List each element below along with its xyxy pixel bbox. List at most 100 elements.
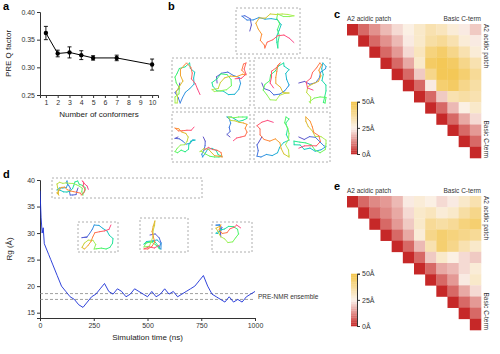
conformer-segment — [256, 23, 258, 29]
heatmap-cell — [436, 252, 447, 263]
conformer-segment — [268, 120, 274, 122]
colorbar-step — [351, 114, 357, 116]
y-axis-tick: 40 — [27, 177, 40, 184]
heatmap-cell — [459, 230, 470, 241]
conformer-segment — [270, 14, 276, 16]
conformer-segment — [322, 63, 323, 69]
conformer-segment — [270, 91, 274, 95]
conformer-segment — [178, 150, 181, 153]
conformer-segment — [266, 14, 271, 18]
conformer-segment — [228, 72, 233, 75]
conformer-segment — [95, 232, 100, 233]
heatmap-cell — [425, 58, 436, 69]
conformer-segment — [222, 72, 228, 73]
conformer-segment — [304, 137, 309, 140]
conformer-segment — [220, 229, 225, 230]
conformer-segment — [186, 133, 188, 137]
conformer-segment — [276, 83, 281, 87]
conformer-segment — [177, 97, 178, 103]
heatmap-cell — [369, 35, 380, 46]
heatmap-cell — [448, 241, 459, 252]
y-axis-line — [37, 181, 41, 319]
conformer-segment — [310, 121, 312, 127]
y-axis-tick-label: 0.25 — [21, 92, 35, 99]
conformer-segment — [257, 126, 260, 129]
conformer-segment — [258, 29, 261, 34]
conformer-segment — [316, 63, 319, 68]
heatmap-cell — [470, 252, 481, 263]
conformer-segment — [322, 69, 323, 75]
heatmap-cell — [369, 46, 380, 57]
heatmap-cell — [459, 102, 470, 113]
conformer-segment — [272, 68, 277, 72]
inset-conformers — [52, 178, 252, 252]
conformer-segment — [264, 139, 270, 141]
panel-label: a — [3, 0, 10, 12]
heatmap-cell — [403, 46, 414, 57]
conformer — [216, 225, 241, 243]
heatmap-cell — [459, 80, 470, 91]
conformer-segment — [323, 63, 326, 66]
heatmap-cell — [448, 113, 459, 124]
heatmap-cell — [414, 207, 425, 218]
conformer-segment — [260, 40, 264, 45]
conformer-segment — [153, 237, 154, 242]
panel-d: 02505007501000152025303540Simulation tim… — [3, 168, 319, 342]
conformer-segment — [234, 117, 238, 119]
colorbar-axis-tick-mark — [357, 154, 360, 155]
heatmap-cell — [403, 196, 414, 207]
conformer-segment — [315, 150, 320, 153]
conformer-segment — [285, 73, 287, 79]
conformer-segment — [223, 91, 228, 95]
heatmap-cell — [425, 69, 436, 80]
x-axis-tick-mark — [255, 318, 256, 321]
conformer-segment — [308, 84, 313, 87]
conformer-segment — [175, 77, 176, 83]
conformer-segment — [266, 154, 272, 155]
conformer — [82, 225, 113, 249]
conformer-segment — [239, 122, 243, 124]
colorbar-axis: 0Å25Å50Å — [357, 269, 375, 329]
heatmap-cell — [425, 35, 436, 46]
conformer-segment — [276, 63, 280, 68]
conformer-segment — [211, 152, 214, 155]
colorbar-step — [351, 288, 357, 290]
conformer-segment — [275, 139, 280, 143]
heatmap-cell — [470, 24, 481, 35]
conformer-segment — [84, 189, 85, 192]
heatmap-cell — [425, 46, 436, 57]
conformer-segment — [219, 225, 221, 230]
colorbar-step — [351, 121, 357, 123]
colorbar-step — [351, 149, 357, 151]
colorbar-step — [351, 281, 357, 283]
conformer-segment — [81, 188, 82, 191]
conformer-segment — [257, 156, 261, 158]
conformer-segment — [243, 123, 247, 124]
conformer-segment — [107, 231, 109, 235]
conformer-segment — [154, 221, 155, 225]
conformer-segment — [222, 232, 227, 234]
conformer-segment — [321, 137, 326, 140]
colorbar-step — [351, 142, 357, 144]
x-axis-tick-label: 4 — [80, 99, 84, 106]
y-axis: 0.250.300.350.40 — [21, 9, 40, 99]
conformer-segment — [307, 93, 311, 97]
conformer-segment — [231, 120, 235, 121]
error-bar-cap — [56, 56, 60, 57]
conformer-segment — [244, 69, 246, 74]
conformer-segment — [187, 130, 191, 131]
error-bar-cap — [150, 70, 154, 71]
conformer-segment — [88, 240, 93, 241]
x-axis-tick: 3 — [68, 95, 72, 106]
heatmap-cell — [448, 230, 459, 241]
conformer-segment — [272, 153, 277, 156]
colorbar-axis-tick-label: 0Å — [362, 322, 371, 330]
box — [172, 112, 250, 162]
conformer-segment — [231, 79, 232, 85]
conformer-segment — [185, 141, 187, 145]
colorbar-step — [351, 130, 357, 132]
conformer-segment — [243, 117, 247, 118]
box — [212, 222, 252, 252]
y-axis-tick-mark — [37, 180, 40, 181]
heatmap-cell — [436, 241, 447, 252]
